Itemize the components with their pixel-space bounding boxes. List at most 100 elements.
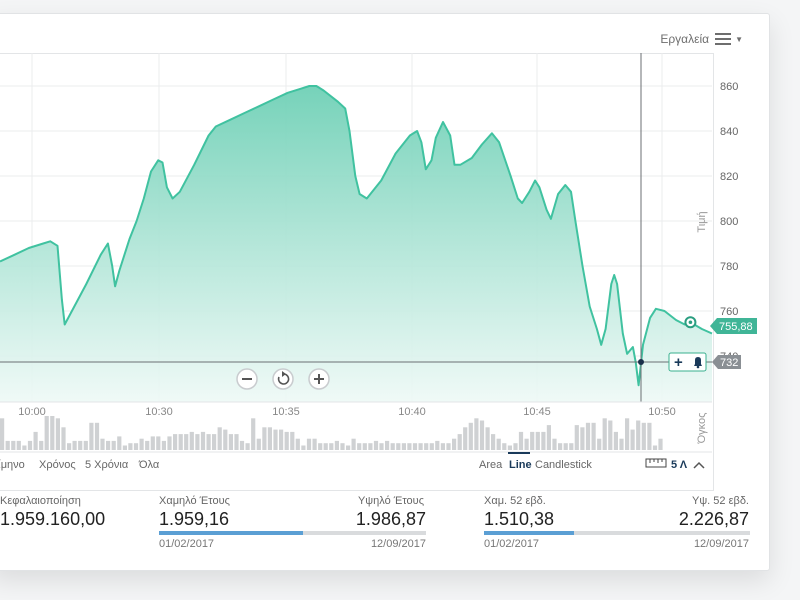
volume-bar xyxy=(530,431,535,450)
volume-bar xyxy=(468,422,473,450)
volume-bar xyxy=(491,434,496,450)
price-chart[interactable]: 740760780800820840860 Τιμή 732 755,88 + xyxy=(0,0,800,480)
volume-bar xyxy=(474,418,479,450)
ruler-icon[interactable] xyxy=(645,458,667,468)
volume-bars xyxy=(0,416,663,450)
volume-bar xyxy=(212,434,217,450)
volume-bar xyxy=(312,438,317,450)
reset-zoom-button[interactable] xyxy=(272,368,294,390)
crosshair-price-tag: 732 xyxy=(712,355,741,369)
volume-bar xyxy=(150,436,155,450)
volume-bar xyxy=(234,434,239,450)
y-tick-label: 800 xyxy=(720,216,738,228)
volume-bar xyxy=(94,422,100,450)
volume-bar xyxy=(156,436,161,450)
year-high-date: 12/09/2017 xyxy=(370,538,426,550)
zoom-out-button[interactable] xyxy=(236,368,258,390)
year-range-bar xyxy=(159,531,426,535)
volume-bar xyxy=(418,443,423,450)
volume-bar xyxy=(267,427,272,450)
volume-bar xyxy=(412,443,418,450)
interval-control[interactable]: 5 Λ xyxy=(645,458,705,471)
tools-menu[interactable]: Εργαλεία ▼ xyxy=(660,32,743,46)
volume-bar xyxy=(189,431,194,450)
range-button[interactable]: 5 Χρόνια xyxy=(85,459,129,471)
caret-down-icon[interactable]: ▼ xyxy=(735,34,743,44)
volume-bar xyxy=(407,443,412,450)
year-range-fill xyxy=(159,531,304,535)
volume-bar xyxy=(22,445,27,450)
hamburger-icon[interactable] xyxy=(715,33,732,45)
volume-bar xyxy=(424,443,429,450)
volume-bar xyxy=(67,443,72,450)
add-alert-control[interactable]: + xyxy=(668,352,707,372)
volume-bar xyxy=(223,429,228,450)
interval-label[interactable]: 5 Λ xyxy=(671,459,688,471)
zoom-in-button[interactable] xyxy=(308,368,330,390)
x-tick-label: 10:40 xyxy=(398,406,426,418)
volume-bar xyxy=(323,443,328,450)
x-axis: 10:00 10:30 10:35 10:40 10:45 10:50 xyxy=(18,406,676,418)
volume-bar xyxy=(558,443,563,450)
x-tick-label: 10:45 xyxy=(523,406,551,418)
volume-bar xyxy=(33,431,38,450)
market-cap-label: Κεφαλαιοποίηση xyxy=(0,495,81,507)
tools-label[interactable]: Εργαλεία xyxy=(660,32,710,46)
chevron-up-icon[interactable] xyxy=(693,461,705,469)
volume-bar xyxy=(173,434,178,450)
volume-bar xyxy=(457,434,462,450)
volume-bar xyxy=(641,422,646,450)
volume-bar xyxy=(295,438,300,450)
y-tick-label: 760 xyxy=(720,306,738,318)
volume-bar xyxy=(563,443,568,450)
y-tick-label: 840 xyxy=(720,126,738,138)
w52-low-value: 1.510,38 xyxy=(484,509,555,529)
style-button[interactable]: Line xyxy=(509,459,532,471)
style-button[interactable]: Candlestick xyxy=(535,459,592,471)
volume-bar xyxy=(379,443,384,450)
volume-bar xyxy=(390,443,395,450)
volume-bar xyxy=(217,427,222,450)
y-tick-label: 780 xyxy=(720,261,738,273)
w52-high-date: 12/09/2017 xyxy=(693,538,749,550)
price-area xyxy=(0,86,712,402)
range-button[interactable]: Όλα xyxy=(138,459,160,471)
range-button[interactable]: ρίμηνο xyxy=(0,459,25,471)
volume-bar xyxy=(541,431,546,450)
volume-bar xyxy=(630,429,635,450)
volume-bar xyxy=(368,443,373,450)
volume-bar xyxy=(357,443,362,450)
volume-bar xyxy=(396,443,401,450)
year-high-value: 1.986,87 xyxy=(355,509,426,529)
bell-icon[interactable] xyxy=(694,357,702,369)
volume-bar xyxy=(100,438,105,450)
volume-bar xyxy=(256,438,261,450)
volume-bar xyxy=(83,440,88,450)
volume-bar xyxy=(39,440,44,450)
w52-low-date: 01/02/2017 xyxy=(484,538,540,550)
volume-bar xyxy=(502,443,507,450)
volume-bar xyxy=(446,443,451,450)
y-tick-label: 820 xyxy=(720,171,738,183)
chart-style-selector: Area Line Candlestick xyxy=(479,459,592,471)
y-axis-title: Τιμή xyxy=(696,211,708,232)
volume-bar xyxy=(27,440,33,450)
volume-bar xyxy=(625,418,630,450)
add-icon[interactable]: + xyxy=(674,354,683,371)
volume-bar xyxy=(106,440,111,450)
volume-bar xyxy=(133,443,139,450)
range-button[interactable]: Χρόνος xyxy=(39,459,76,471)
volume-bar xyxy=(111,440,116,450)
year-low-date: 01/02/2017 xyxy=(159,538,215,550)
volume-bar xyxy=(273,429,278,450)
volume-bar xyxy=(613,431,618,450)
last-price-tag: 755,88 xyxy=(710,318,757,334)
volume-bar xyxy=(496,438,501,450)
volume-bar xyxy=(44,416,49,450)
volume-bar xyxy=(435,440,440,450)
volume-bar xyxy=(591,422,596,450)
style-button[interactable]: Area xyxy=(479,459,503,471)
volume-bar xyxy=(385,440,390,450)
volume-bar xyxy=(524,438,529,450)
volume-bar xyxy=(585,422,591,450)
